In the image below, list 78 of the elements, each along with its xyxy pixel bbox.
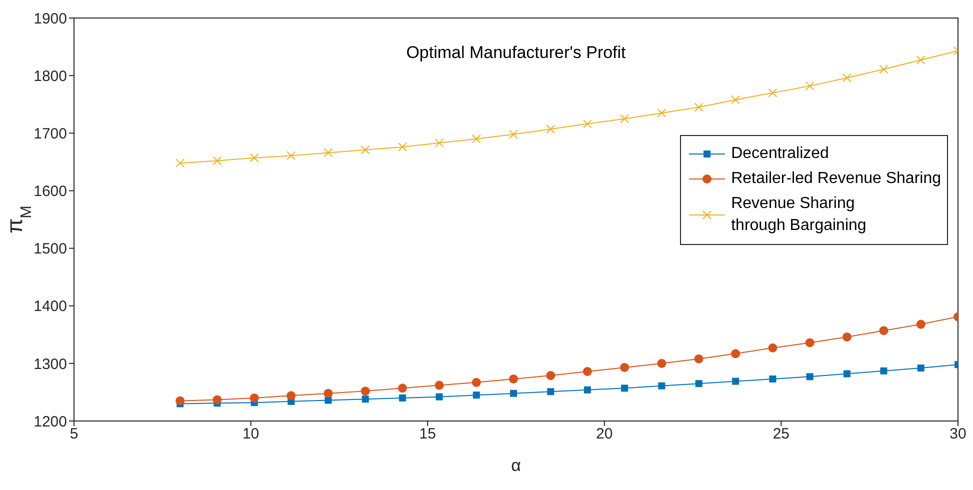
- x-tick-label: 15: [419, 426, 436, 443]
- point: [509, 130, 518, 139]
- text: Optimal Manufacturer's Profit: [406, 43, 626, 62]
- y-tick-label: 1900: [34, 10, 67, 28]
- y-tick-label: 1300: [34, 356, 67, 373]
- point: [880, 367, 888, 374]
- point: [694, 354, 704, 364]
- point: [362, 396, 369, 403]
- point: [434, 380, 444, 390]
- point: [472, 134, 481, 144]
- point: [472, 392, 480, 399]
- point: [695, 380, 702, 388]
- point: [916, 320, 926, 329]
- point: [510, 390, 518, 397]
- point: [584, 386, 591, 394]
- point: [805, 81, 814, 90]
- x-axis-title: α: [511, 456, 522, 475]
- point: [176, 158, 185, 168]
- point: [324, 148, 333, 158]
- y-tick-label: 1400: [34, 298, 67, 316]
- point: [212, 395, 222, 404]
- point: [916, 56, 926, 65]
- point: [360, 386, 370, 396]
- point: [731, 95, 740, 104]
- point: [879, 64, 888, 74]
- legend-label: Revenue Sharing through Bargaining: [731, 194, 866, 236]
- y-tick-label: 1500: [34, 240, 67, 258]
- point: [547, 388, 554, 396]
- point: [879, 326, 888, 336]
- point: [806, 373, 814, 380]
- point: [509, 374, 518, 384]
- point: [582, 119, 592, 128]
- point: [620, 362, 630, 372]
- point: [398, 394, 406, 402]
- point: [694, 102, 704, 112]
- point: [731, 349, 740, 358]
- y-tick-label: 1600: [34, 183, 67, 200]
- point: [658, 382, 666, 390]
- point: [546, 371, 556, 380]
- point: [212, 156, 222, 166]
- y-tick-label: 1800: [34, 68, 67, 85]
- point: [324, 396, 332, 404]
- x-tick-label: 5: [70, 426, 78, 443]
- point: [657, 358, 666, 368]
- point: [621, 384, 628, 392]
- point: [286, 391, 296, 400]
- point: [732, 378, 740, 385]
- x-tick-label: 20: [596, 426, 613, 443]
- legend-label: Retailer-led Revenue Sharing: [731, 169, 941, 189]
- point: [768, 88, 778, 98]
- point: [398, 142, 407, 152]
- point: [250, 153, 259, 162]
- point: [398, 384, 407, 393]
- point: [472, 378, 481, 387]
- point: [917, 364, 924, 372]
- point: [582, 366, 592, 376]
- point: [286, 151, 296, 160]
- x-tick-label: 10: [242, 426, 260, 443]
- y-tick-label: 1700: [34, 125, 67, 142]
- point: [434, 138, 444, 148]
- legend-label: Decentralized: [731, 144, 829, 164]
- point: [657, 108, 666, 118]
- point: [250, 393, 259, 402]
- point: [843, 370, 850, 378]
- point: [546, 124, 556, 134]
- point: [842, 332, 852, 342]
- point: [176, 396, 185, 406]
- point: [805, 338, 814, 348]
- point: [768, 343, 778, 352]
- point: [769, 375, 776, 382]
- point: [324, 388, 333, 398]
- y-tick-label: 1200: [34, 413, 67, 430]
- x-tick-label: 30: [950, 426, 966, 443]
- point: [842, 73, 852, 82]
- point: [620, 114, 630, 124]
- point: [360, 145, 370, 154]
- x-tick-label: 25: [772, 426, 790, 443]
- point: [436, 393, 443, 400]
